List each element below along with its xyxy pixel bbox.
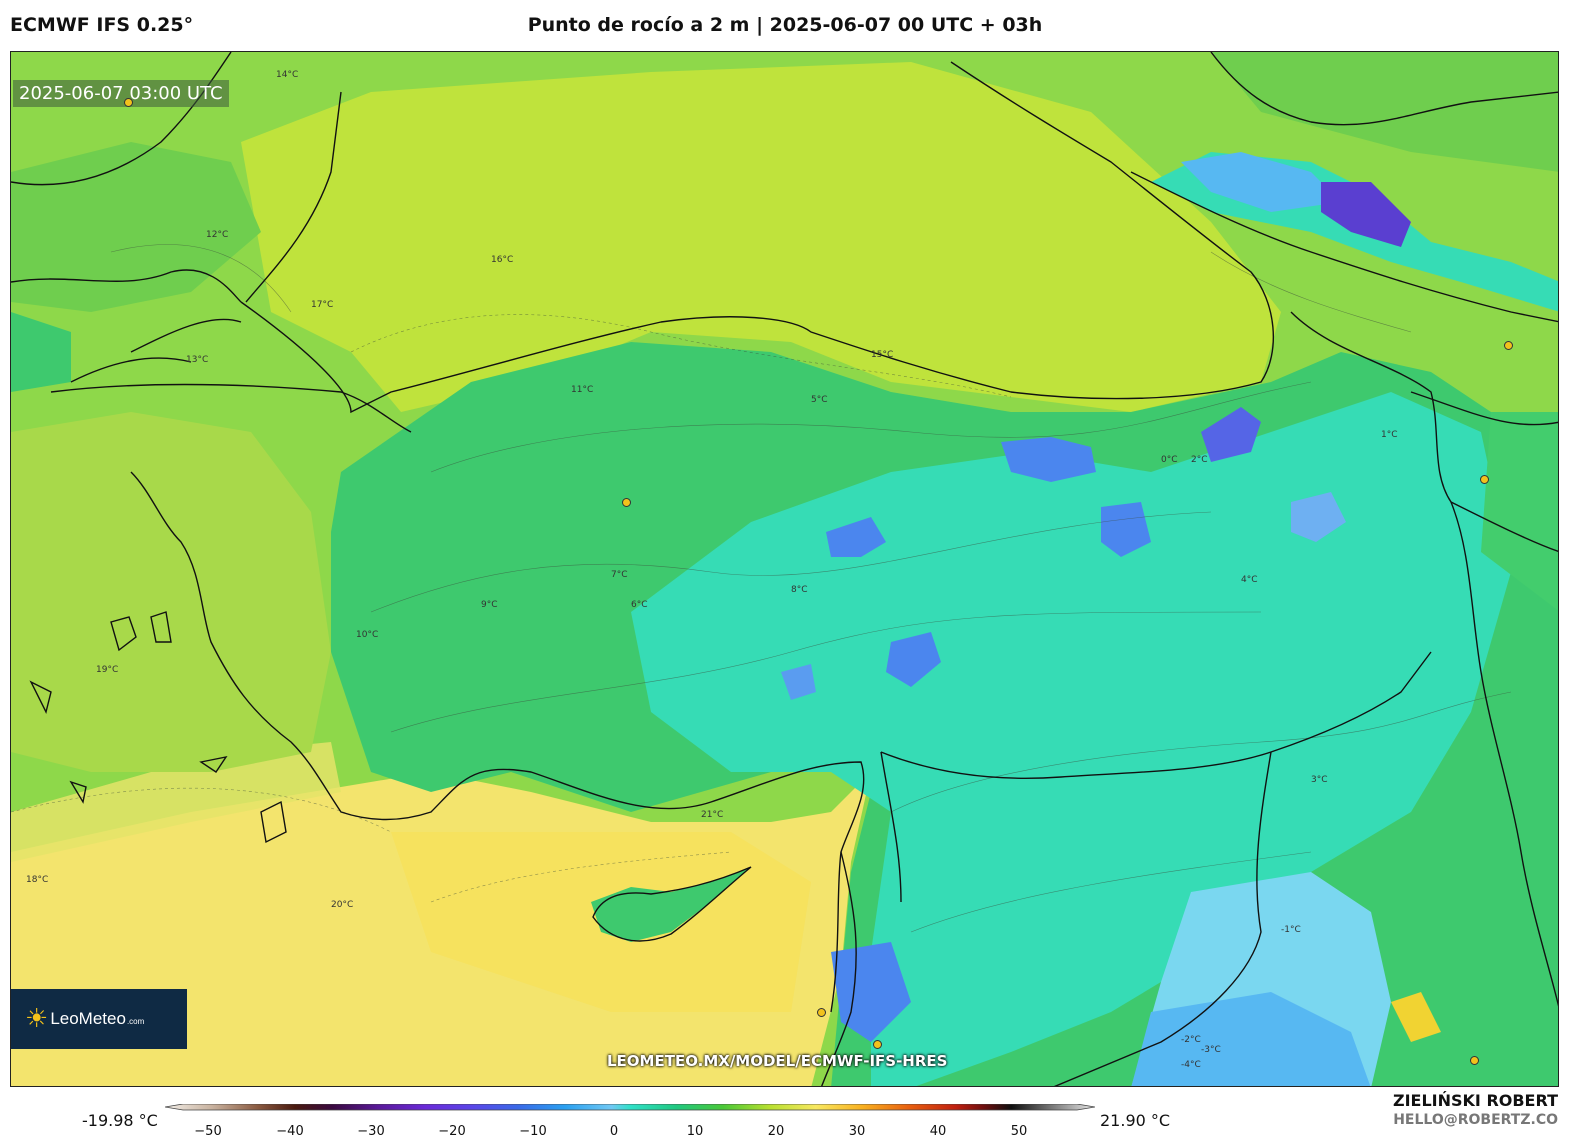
contour-label: 11°C	[571, 385, 593, 395]
colorbar-tick: 20	[767, 1124, 785, 1139]
contour-label: 18°C	[26, 875, 48, 885]
city-marker[interactable]	[124, 98, 133, 107]
colorbar-tick: −20	[438, 1124, 466, 1139]
colorbar-tick: 30	[848, 1124, 866, 1139]
contour-label: 14°C	[276, 70, 298, 80]
colorbar-tick: −40	[276, 1124, 304, 1139]
contour-label: 20°C	[331, 900, 353, 910]
contour-label: 2°C	[1191, 455, 1208, 465]
model-name: ECMWF IFS 0.25°	[10, 14, 194, 36]
contour-label: 5°C	[811, 395, 828, 405]
contour-label: 8°C	[791, 585, 808, 595]
contour-label: 10°C	[356, 630, 378, 640]
colorbar-tick: 0	[609, 1124, 619, 1139]
city-marker[interactable]	[1480, 475, 1489, 484]
contour-label: 19°C	[96, 665, 118, 675]
contour-label: -3°C	[1201, 1045, 1221, 1055]
contour-label: 13°C	[186, 355, 208, 365]
contour-label: 3°C	[1311, 775, 1328, 785]
contour-label: 1°C	[1381, 430, 1398, 440]
colorbar-min-label: -19.98 °C	[82, 1111, 158, 1130]
city-marker[interactable]	[873, 1040, 882, 1049]
logo-text: LeoMeteo	[50, 1009, 126, 1028]
author-email[interactable]: HELLO@ROBERTZ.CO	[1393, 1112, 1558, 1128]
logo-domain: .com	[126, 1016, 145, 1026]
contour-label: 21°C	[701, 810, 723, 820]
city-marker[interactable]	[1470, 1056, 1479, 1065]
colorbar-tick: −10	[519, 1124, 547, 1139]
contour-label: 0°C	[1161, 455, 1178, 465]
city-marker[interactable]	[1504, 341, 1513, 350]
contour-label: 9°C	[481, 600, 498, 610]
contour-label: 15°C	[871, 350, 893, 360]
colorbar-tick: −30	[357, 1124, 385, 1139]
map-title: Punto de rocío a 2 m | 2025-06-07 00 UTC…	[527, 14, 1043, 36]
contour-label: -1°C	[1281, 925, 1301, 935]
contour-label: 7°C	[611, 570, 628, 580]
contour-label: 16°C	[491, 255, 513, 265]
contour-label: 17°C	[311, 300, 333, 310]
city-marker[interactable]	[817, 1008, 826, 1017]
contour-label: 4°C	[1241, 575, 1258, 585]
colorbar	[165, 1104, 1095, 1111]
map-field: 17°C 16°C 15°C 13°C 12°C 11°C 10°C 9°C 8…	[11, 52, 1558, 1086]
city-marker[interactable]	[622, 498, 631, 507]
contour-label: 6°C	[631, 600, 648, 610]
colorbar-tick: −50	[194, 1124, 222, 1139]
contour-label: 12°C	[206, 230, 228, 240]
contour-label: -4°C	[1181, 1060, 1201, 1070]
colorbar-tick: 10	[686, 1124, 704, 1139]
dewpoint-map[interactable]: 17°C 16°C 15°C 13°C 12°C 11°C 10°C 9°C 8…	[10, 51, 1559, 1087]
colorbar-max-label: 21.90 °C	[1100, 1111, 1171, 1130]
colorbar-tick: 40	[929, 1124, 947, 1139]
contour-label: -2°C	[1181, 1035, 1201, 1045]
valid-time-badge: 2025-06-07 03:00 UTC	[13, 80, 229, 107]
sun-icon: ☀	[25, 1004, 49, 1034]
leometeo-logo[interactable]: ☀ LeoMeteo .com	[11, 989, 187, 1049]
author-credit: ZIELIŃSKI ROBERT	[1392, 1091, 1558, 1110]
colorbar-tick: 50	[1010, 1124, 1028, 1139]
watermark-url[interactable]: LEOMETEO.MX/MODEL/ECMWF-IFS-HRES	[607, 1052, 948, 1070]
